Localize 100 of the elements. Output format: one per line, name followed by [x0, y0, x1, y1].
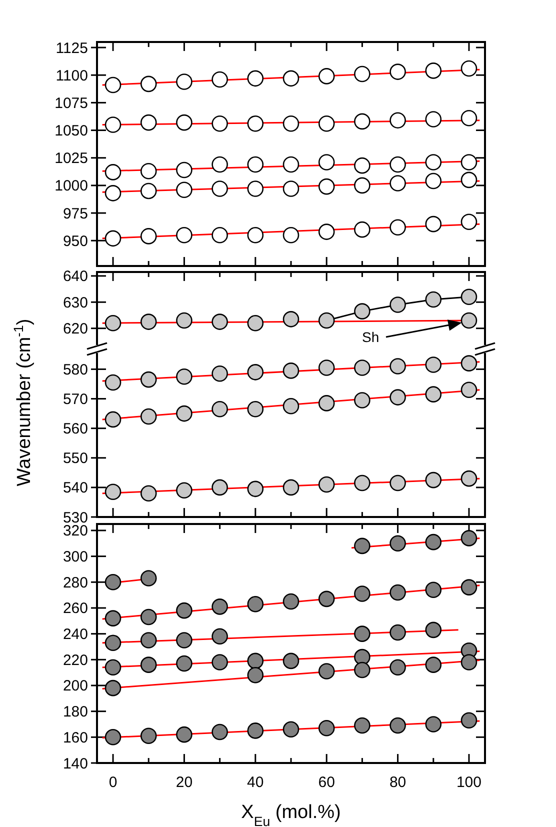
point [354, 586, 370, 602]
point [318, 178, 335, 195]
y-tick-label: 260 [62, 600, 88, 618]
point [176, 114, 192, 131]
y-tick-label: 1125 [56, 40, 88, 57]
point [176, 602, 192, 619]
point [460, 654, 478, 670]
point [176, 632, 192, 648]
y-tick-label: 240 [62, 626, 88, 644]
point [212, 314, 228, 330]
point [390, 717, 406, 734]
y-tick-label: 620 [62, 320, 88, 338]
point [176, 74, 192, 90]
point [176, 182, 192, 198]
point [390, 64, 406, 80]
point [460, 470, 478, 487]
point [425, 716, 442, 732]
point [460, 288, 478, 306]
point [318, 224, 335, 240]
y-tick-label: 975 [62, 205, 88, 222]
point [282, 652, 300, 670]
y-tick-label: 550 [62, 450, 88, 468]
point [176, 312, 192, 329]
point [247, 156, 264, 173]
point [247, 364, 264, 380]
point [176, 162, 192, 178]
point [318, 154, 335, 170]
point [318, 360, 335, 376]
point [425, 534, 442, 550]
point [140, 371, 157, 388]
point [282, 180, 300, 197]
point [425, 386, 442, 402]
point [318, 720, 335, 736]
point [425, 111, 442, 128]
point [104, 610, 122, 626]
point [354, 474, 370, 492]
point [460, 172, 478, 188]
point [460, 579, 478, 596]
y-tick-label: 1025 [54, 150, 88, 168]
point [247, 480, 264, 498]
y-tick-label: 570 [62, 391, 88, 408]
y-tick-label: 1000 [54, 178, 88, 195]
annotation: Sh [362, 329, 380, 345]
point [318, 116, 335, 132]
point [247, 314, 264, 332]
x-tick-label: 0 [108, 774, 118, 791]
point [282, 311, 300, 328]
point [390, 358, 406, 374]
point [318, 476, 335, 493]
point [390, 156, 406, 173]
point [247, 226, 264, 244]
point [390, 389, 406, 406]
point [212, 628, 228, 645]
point [104, 680, 122, 696]
point [104, 314, 122, 332]
point [354, 626, 370, 642]
y-tick-label: 160 [62, 729, 88, 746]
point [390, 219, 406, 236]
point [104, 411, 122, 428]
x-tick-label: 40 [247, 774, 264, 791]
point [354, 157, 370, 174]
point [318, 68, 335, 84]
point [460, 312, 478, 329]
point [247, 667, 264, 684]
point [354, 538, 370, 554]
point [104, 659, 122, 676]
point [212, 654, 228, 670]
point [354, 717, 370, 734]
point [212, 366, 228, 382]
point [354, 221, 370, 238]
point [212, 400, 228, 418]
point [140, 182, 157, 200]
point [176, 405, 192, 422]
point [212, 724, 228, 740]
point [425, 622, 442, 638]
point [354, 648, 370, 666]
y-tick-label: 1075 [54, 94, 88, 112]
point [176, 726, 192, 743]
point [460, 154, 478, 170]
point [282, 362, 300, 379]
point [460, 530, 478, 546]
point [247, 400, 264, 418]
y-tick-label: 220 [62, 652, 88, 669]
point [390, 175, 406, 192]
point [354, 392, 370, 408]
point [390, 112, 406, 128]
point [282, 398, 300, 414]
point [354, 303, 370, 320]
y-tick-label: 560 [62, 420, 88, 438]
point [354, 177, 370, 194]
point [460, 382, 478, 398]
point [460, 214, 478, 230]
point [354, 360, 370, 376]
y-tick-label: 1100 [56, 67, 88, 84]
point [104, 76, 122, 94]
point [140, 76, 157, 92]
point [104, 185, 122, 202]
x-tick-label: 80 [389, 774, 406, 791]
point [104, 729, 122, 746]
point [212, 180, 228, 197]
